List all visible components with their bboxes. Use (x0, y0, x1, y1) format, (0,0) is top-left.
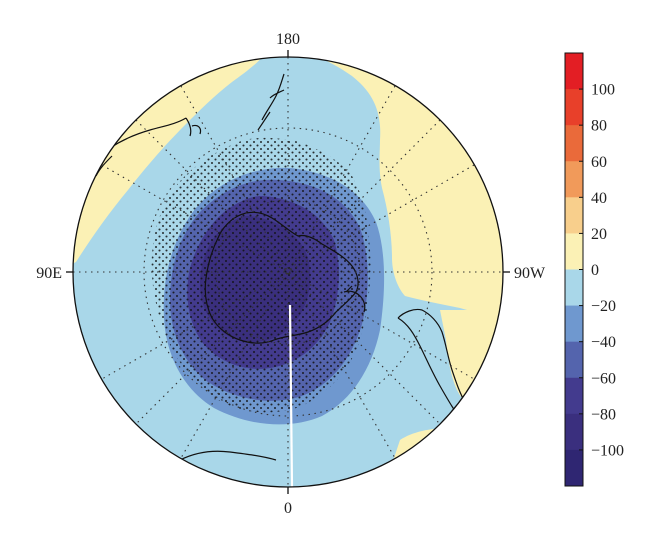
colorbar-segment (565, 305, 583, 343)
antarctic-peninsula-coastline (343, 285, 366, 313)
colorbar-segment (565, 413, 583, 451)
meridian-seam (288, 304, 294, 487)
colorbar-segment (565, 269, 583, 307)
antarctica-coastline (204, 211, 359, 344)
colorbar-tick-label: −80 (591, 406, 616, 423)
colorbar-segment (565, 233, 583, 270)
colorbar-tick-label: 60 (591, 154, 607, 171)
colorbar-tick-label: −100 (591, 442, 624, 459)
colorbar-tick-label: 80 (591, 118, 607, 135)
graticule (73, 57, 503, 487)
new-zealand-coastline (257, 73, 285, 131)
lon-label-top: 180 (276, 31, 300, 48)
colorbar-segment (565, 449, 583, 487)
colorbar-tick-label: −40 (591, 334, 616, 351)
map-disk (73, 57, 503, 487)
colorbar-tick-label: 20 (591, 226, 607, 243)
colorbar-tick-label: 40 (591, 190, 607, 207)
colorbar: 100 80 60 40 20 0 −20 −40 −60 −80 −100 (564, 52, 624, 487)
colorbar-tick-label: 0 (591, 262, 599, 279)
colorbar-segment (565, 89, 583, 126)
south-america-coastline (397, 308, 467, 427)
colorbar-segment (565, 377, 583, 415)
coastlines (95, 73, 467, 461)
colorbar-tick-label: −20 (591, 298, 616, 315)
colorbar-segment (565, 197, 583, 234)
significance-stippling (151, 137, 371, 413)
colorbar-segment (565, 161, 583, 198)
colorbar-tick-label: −60 (591, 370, 616, 387)
longitude-ticks (66, 50, 510, 494)
africa-coastline (179, 450, 277, 461)
positive-region-southwest (73, 420, 130, 487)
lon-label-bottom: 0 (284, 500, 292, 517)
lon-label-left: 90E (36, 265, 62, 282)
lon-label-right: 90W (514, 265, 546, 282)
colorbar-segment (565, 341, 583, 379)
colorbar-segment (565, 53, 583, 90)
colorbar-segment (565, 125, 583, 162)
colorbar-tick-label: 100 (591, 82, 615, 99)
